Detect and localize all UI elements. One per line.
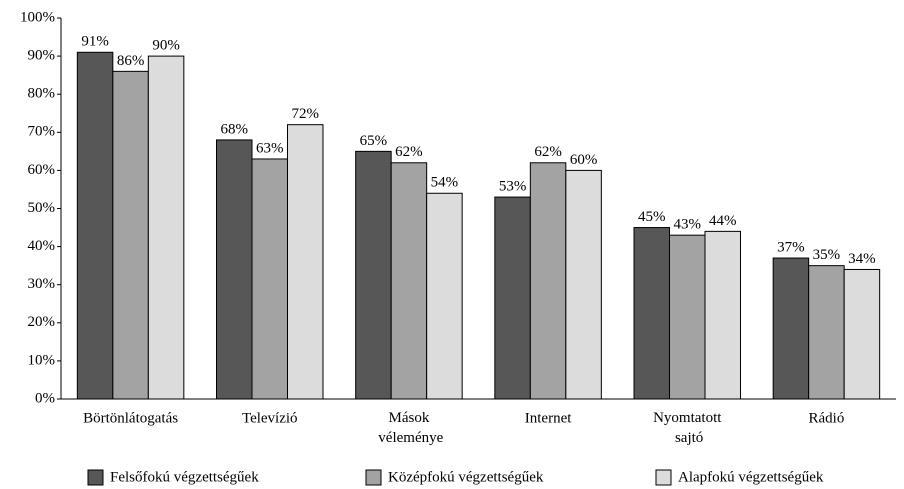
x-tick-label: Börtönlátogatás — [83, 410, 178, 426]
value-label: 44% — [709, 213, 737, 229]
y-tick-label: 0% — [35, 390, 55, 406]
value-label: 65% — [360, 133, 388, 149]
value-label: 60% — [570, 152, 598, 168]
x-tick-label: Televízió — [242, 410, 298, 426]
bar — [633, 227, 670, 400]
bar — [843, 268, 881, 400]
x-tick-label: Internet — [525, 410, 572, 426]
bar — [251, 158, 288, 400]
y-tick-label: 40% — [28, 238, 56, 254]
bar — [669, 234, 706, 400]
y-tick-label: 50% — [28, 200, 56, 216]
bar — [565, 169, 602, 400]
x-tick-label: Rádió — [808, 410, 844, 426]
legend-swatch — [87, 469, 104, 486]
value-label: 91% — [81, 34, 109, 50]
value-label: 35% — [813, 247, 841, 263]
bar — [426, 192, 463, 400]
bar — [390, 162, 428, 400]
bar — [529, 162, 567, 400]
value-label: 86% — [117, 53, 145, 69]
value-label: 72% — [292, 106, 320, 122]
bar — [355, 150, 392, 400]
bar — [704, 230, 741, 400]
x-tick-label: Mások véleménye — [375, 410, 444, 446]
y-tick-label: 90% — [28, 48, 56, 64]
bar — [287, 124, 324, 400]
y-tick-label: 100% — [20, 9, 55, 25]
value-label: 37% — [777, 239, 805, 255]
value-label: 62% — [534, 144, 562, 160]
bar — [216, 139, 253, 400]
y-tick-label: 60% — [28, 162, 56, 178]
y-tick-label: 30% — [28, 276, 56, 292]
y-tick-label: 80% — [28, 86, 56, 102]
bar — [808, 265, 845, 400]
value-label: 63% — [256, 140, 284, 156]
bar — [772, 257, 810, 400]
value-label: 54% — [431, 175, 459, 191]
bar — [147, 55, 185, 400]
value-label: 62% — [395, 144, 423, 160]
legend-swatch — [655, 469, 672, 486]
y-tick-label: 10% — [28, 352, 56, 368]
legend-label: Középfokú végzettségűek — [388, 469, 544, 485]
y-tick-label: 20% — [28, 314, 56, 330]
bar — [494, 196, 531, 400]
y-tick-label: 70% — [28, 124, 56, 140]
value-label: 43% — [674, 217, 702, 233]
legend-label: Felsőfokú végzettségűek — [110, 469, 259, 485]
value-label: 90% — [152, 38, 180, 54]
bar — [76, 51, 114, 400]
bar — [112, 70, 149, 400]
value-label: 34% — [848, 251, 876, 267]
value-label: 68% — [221, 121, 249, 137]
legend-swatch — [365, 469, 382, 486]
value-label: 53% — [499, 179, 527, 195]
x-tick-label: Nyomtatott sajtó — [653, 410, 722, 446]
legend-label: Alapfokú végzettségűek — [678, 469, 824, 485]
value-label: 45% — [638, 209, 666, 225]
